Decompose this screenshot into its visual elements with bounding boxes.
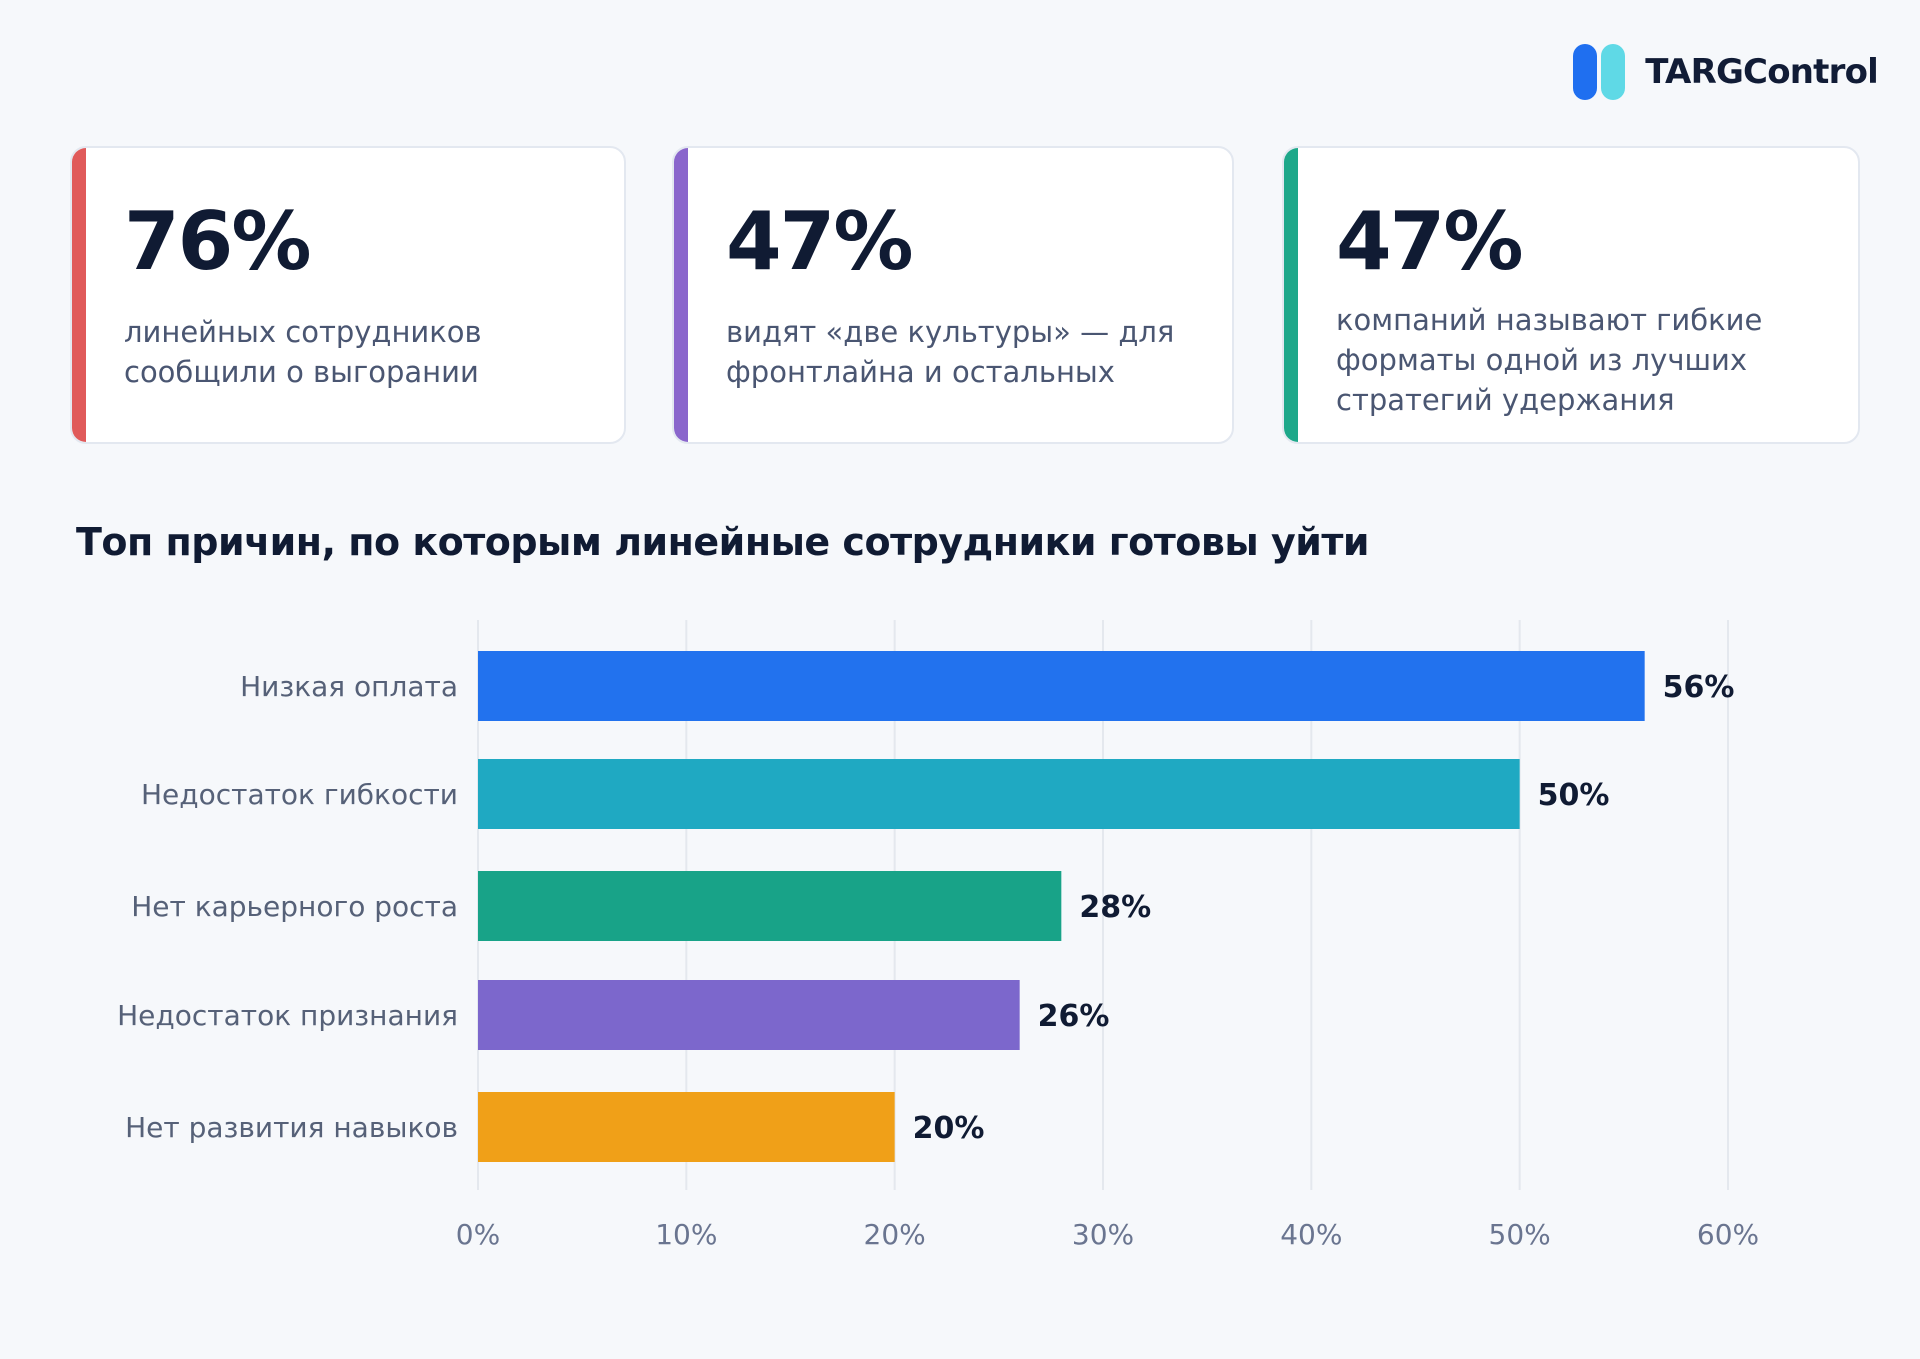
bar-chart-svg: Низкая оплата 56% Недостаток гибкости 50% Не… [117,620,1759,1251]
bar [478,980,1020,1050]
stat-card-burnout: 76% линейных сотрудников сообщили о выго… [70,146,626,444]
category-label: Низкая оплата [240,670,458,703]
value-label: 26% [1038,999,1110,1034]
bar [478,651,1645,721]
value-label: 28% [1079,890,1151,925]
stat-description: линейных сотрудников сообщили о выгорани… [124,312,584,392]
card-accent-bar [72,148,86,442]
stat-text-line: фронтлайна и остальных [726,355,1115,389]
chart-title: Топ причин, по которым линейные сотрудни… [76,520,1370,564]
bar [478,759,1520,829]
brand-logo: TARGControl [1573,44,1879,100]
x-tick-label: 0% [456,1218,500,1251]
logo-pill-right [1601,44,1626,100]
stat-text-line: сообщили о выгорании [124,355,479,389]
chart-labels: Низкая оплата 56% Недостаток гибкости 50% Не… [117,670,1734,1146]
bar [478,1092,895,1162]
card-accent-bar [674,148,688,442]
value-label: 50% [1538,778,1610,813]
stat-card-flexible-formats: 47% компаний называют гибкие форматы одн… [1282,146,1860,444]
stat-value: 47% [1336,195,1523,288]
category-label: Недостаток признания [117,999,458,1032]
stat-text-line: стратегий удержания [1336,383,1675,417]
bar-chart: Низкая оплата 56% Недостаток гибкости 50% Не… [0,600,1920,1260]
stat-text-line: видят «две культуры» — для [726,315,1175,349]
stat-text-line: линейных сотрудников [124,315,482,349]
x-tick-label: 20% [864,1218,926,1251]
x-tick-label: 40% [1280,1218,1342,1251]
stat-card-two-cultures: 47% видят «две культуры» — для фронтлайн… [672,146,1234,444]
stat-value: 47% [726,195,913,288]
category-label: Нет развития навыков [125,1111,458,1144]
stat-description: компаний называют гибкие форматы одной и… [1336,300,1818,420]
logo-mark-icon [1573,44,1627,100]
x-tick-label: 10% [655,1218,717,1251]
logo-pill-left [1573,44,1598,100]
stat-description: видят «две культуры» — для фронтлайна и … [726,312,1192,392]
value-label: 20% [913,1111,985,1146]
x-tick-label: 30% [1072,1218,1134,1251]
chart-x-axis: 0% 10% 20% 30% 40% 50% 60% [456,1218,1759,1251]
x-tick-label: 50% [1489,1218,1551,1251]
stat-value: 76% [124,195,311,288]
stat-text-line: компаний называют гибкие [1336,303,1763,337]
stat-cards: 76% линейных сотрудников сообщили о выго… [70,146,1860,444]
chart-bars [478,651,1645,1162]
bar [478,871,1062,941]
category-label: Недостаток гибкости [141,778,458,811]
category-label: Нет карьерного роста [131,890,458,923]
card-accent-bar [1284,148,1298,442]
stat-text-line: форматы одной из лучших [1336,343,1748,377]
logo-text: TARGControl [1645,52,1879,92]
value-label: 56% [1663,670,1735,705]
x-tick-label: 60% [1697,1218,1759,1251]
